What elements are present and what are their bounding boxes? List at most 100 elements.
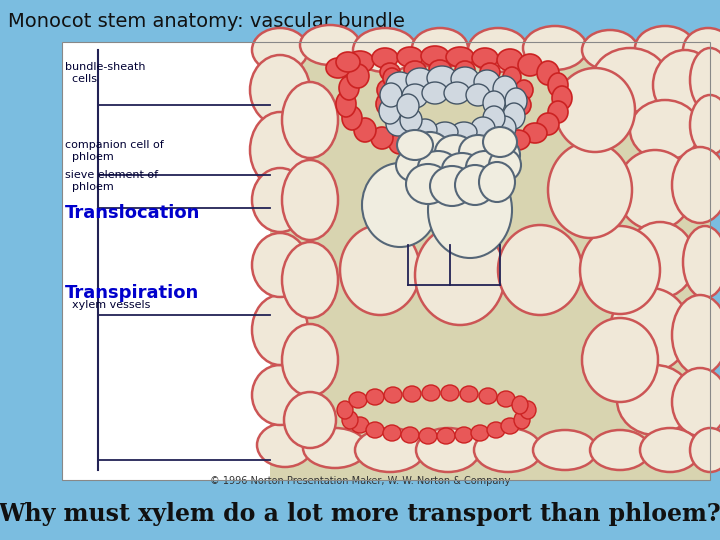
Ellipse shape: [483, 127, 517, 157]
Ellipse shape: [617, 150, 693, 230]
Text: © 1996 Norton Presentation Maker, W. W. Norton & Company: © 1996 Norton Presentation Maker, W. W. …: [210, 476, 510, 486]
Ellipse shape: [515, 80, 533, 100]
Ellipse shape: [580, 226, 660, 314]
Ellipse shape: [401, 427, 419, 443]
Ellipse shape: [437, 428, 455, 444]
Ellipse shape: [339, 76, 359, 100]
Ellipse shape: [640, 428, 700, 472]
Ellipse shape: [252, 233, 308, 297]
Ellipse shape: [520, 401, 536, 419]
Ellipse shape: [466, 84, 490, 106]
Ellipse shape: [282, 160, 338, 240]
Ellipse shape: [488, 118, 508, 136]
Ellipse shape: [446, 47, 474, 67]
Ellipse shape: [282, 242, 338, 318]
Ellipse shape: [326, 58, 350, 78]
Bar: [62, 42, 710, 480]
Ellipse shape: [432, 122, 458, 142]
Ellipse shape: [342, 411, 358, 429]
Ellipse shape: [397, 94, 419, 118]
Ellipse shape: [250, 112, 310, 188]
Ellipse shape: [386, 112, 410, 136]
Ellipse shape: [498, 225, 582, 315]
Ellipse shape: [430, 141, 454, 159]
Ellipse shape: [582, 318, 658, 402]
Ellipse shape: [351, 417, 369, 433]
Ellipse shape: [690, 48, 720, 112]
Ellipse shape: [303, 428, 367, 468]
Ellipse shape: [349, 392, 367, 408]
Ellipse shape: [386, 72, 414, 98]
Ellipse shape: [483, 106, 505, 130]
Ellipse shape: [475, 125, 501, 147]
Ellipse shape: [252, 168, 308, 232]
Ellipse shape: [342, 106, 362, 130]
Ellipse shape: [396, 148, 434, 182]
Ellipse shape: [548, 73, 568, 97]
Ellipse shape: [497, 391, 515, 407]
Ellipse shape: [284, 392, 336, 448]
Ellipse shape: [347, 64, 369, 88]
Text: phloem: phloem: [65, 182, 114, 192]
Ellipse shape: [383, 425, 401, 441]
Ellipse shape: [617, 365, 693, 435]
Ellipse shape: [403, 386, 421, 402]
Ellipse shape: [479, 388, 497, 404]
Ellipse shape: [427, 66, 457, 90]
Ellipse shape: [480, 63, 500, 81]
Ellipse shape: [404, 61, 426, 79]
Ellipse shape: [419, 428, 437, 444]
Ellipse shape: [506, 130, 530, 150]
Ellipse shape: [428, 162, 512, 258]
Ellipse shape: [383, 68, 401, 88]
Ellipse shape: [354, 118, 376, 142]
Ellipse shape: [379, 98, 401, 124]
Ellipse shape: [459, 135, 497, 169]
Ellipse shape: [653, 50, 717, 120]
Ellipse shape: [451, 67, 479, 91]
Ellipse shape: [353, 28, 417, 72]
Ellipse shape: [300, 25, 360, 65]
Ellipse shape: [512, 396, 528, 414]
Ellipse shape: [366, 389, 384, 405]
Ellipse shape: [470, 124, 490, 140]
Ellipse shape: [455, 165, 495, 205]
Ellipse shape: [466, 151, 504, 183]
Ellipse shape: [410, 123, 430, 141]
Ellipse shape: [672, 368, 720, 436]
Ellipse shape: [442, 153, 482, 185]
Ellipse shape: [468, 28, 528, 72]
Text: Why must xylem do a lot more transport than phloem?: Why must xylem do a lot more transport t…: [0, 502, 720, 526]
Ellipse shape: [400, 108, 422, 132]
Text: Translocation: Translocation: [65, 204, 200, 222]
Ellipse shape: [610, 288, 690, 372]
Ellipse shape: [252, 365, 308, 425]
Text: phloem: phloem: [65, 152, 114, 162]
Ellipse shape: [402, 84, 428, 108]
Ellipse shape: [451, 122, 477, 142]
Ellipse shape: [412, 28, 468, 68]
Ellipse shape: [493, 76, 517, 102]
Ellipse shape: [399, 123, 425, 145]
Ellipse shape: [455, 61, 475, 79]
Ellipse shape: [455, 427, 473, 443]
Ellipse shape: [483, 91, 505, 115]
Ellipse shape: [683, 226, 720, 298]
Ellipse shape: [537, 61, 559, 85]
Ellipse shape: [450, 141, 474, 159]
Ellipse shape: [435, 135, 475, 169]
Ellipse shape: [430, 166, 474, 206]
Ellipse shape: [380, 83, 402, 107]
Bar: [270, 42, 710, 480]
Text: sieve element of: sieve element of: [65, 170, 158, 180]
Ellipse shape: [250, 55, 310, 125]
Ellipse shape: [371, 127, 393, 149]
Ellipse shape: [282, 82, 338, 158]
Ellipse shape: [471, 138, 493, 158]
Ellipse shape: [441, 385, 459, 401]
Ellipse shape: [429, 60, 451, 78]
Ellipse shape: [377, 80, 395, 100]
Ellipse shape: [471, 117, 495, 139]
Ellipse shape: [336, 91, 356, 117]
Ellipse shape: [489, 149, 521, 181]
